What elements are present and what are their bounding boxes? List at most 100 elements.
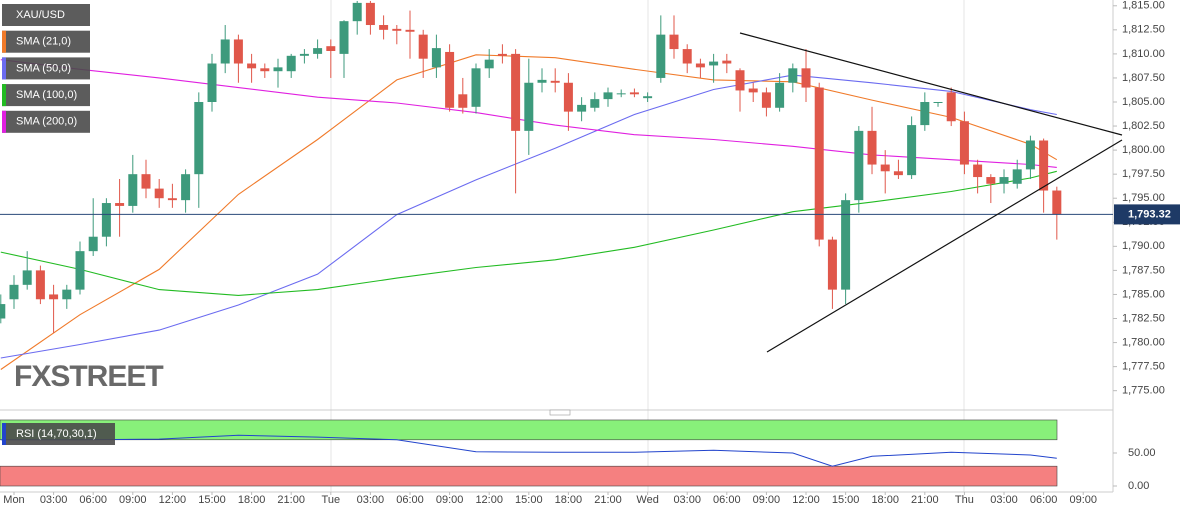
sma-line bbox=[0, 170, 1057, 296]
x-tick-label: 21:00 bbox=[594, 494, 622, 506]
legend-label: SMA (21,0) bbox=[16, 36, 71, 48]
candle-body bbox=[220, 39, 230, 64]
y-tick-label: 1,812.50 bbox=[1122, 24, 1165, 36]
candle-body bbox=[418, 34, 428, 59]
rsi-band bbox=[0, 465, 1058, 487]
candle-body bbox=[801, 68, 811, 88]
candle-body bbox=[761, 92, 771, 108]
candle-body bbox=[141, 174, 151, 189]
legend-box bbox=[2, 57, 90, 80]
panel-resize-handle[interactable] bbox=[549, 409, 571, 416]
legend-label: RSI (14,70,30,1) bbox=[16, 428, 97, 440]
x-tick-label: 21:00 bbox=[277, 494, 305, 506]
candle-body bbox=[524, 82, 534, 131]
legend-box bbox=[2, 30, 90, 53]
x-tick-label: 06:00 bbox=[713, 494, 741, 506]
y-tick-label: 1,780.00 bbox=[1122, 336, 1165, 348]
legend-label: SMA (100,0) bbox=[16, 89, 77, 101]
candle-body bbox=[75, 251, 85, 290]
candle-body bbox=[365, 2, 375, 26]
y-tick-label: 1,785.00 bbox=[1122, 288, 1165, 300]
x-tick-label: 18:00 bbox=[555, 494, 583, 506]
candle-body bbox=[1052, 190, 1062, 215]
last-price-box bbox=[1114, 204, 1180, 225]
rsi-line bbox=[0, 434, 1057, 467]
last-price-label: 1,793.32 bbox=[1128, 208, 1171, 220]
candle-body bbox=[616, 93, 626, 95]
x-tick-label: 15:00 bbox=[198, 494, 226, 506]
candle-body bbox=[880, 164, 890, 172]
y-tick-label: 1,775.00 bbox=[1122, 385, 1165, 397]
candle-body bbox=[788, 68, 798, 83]
x-tick-label: 03:00 bbox=[40, 494, 68, 506]
candle-body bbox=[445, 51, 455, 108]
x-tick-label: 12:00 bbox=[159, 494, 187, 506]
legend-swatch bbox=[2, 57, 6, 80]
candle-body bbox=[9, 284, 19, 300]
legend-box bbox=[2, 84, 90, 107]
watermark: FXSTREET bbox=[14, 360, 163, 393]
candle-body bbox=[695, 63, 705, 68]
candle-body bbox=[748, 88, 758, 93]
candle-body bbox=[1039, 140, 1049, 191]
candle-body bbox=[484, 59, 494, 69]
rsi-band bbox=[0, 419, 1058, 441]
x-tick-label: 06:00 bbox=[1030, 494, 1058, 506]
sma-line bbox=[0, 74, 1057, 359]
x-tick-label: 18:00 bbox=[871, 494, 899, 506]
y-tick-label: 1,810.00 bbox=[1122, 48, 1165, 60]
candle-body bbox=[814, 87, 824, 240]
candle-body bbox=[392, 28, 402, 31]
candle-body bbox=[563, 82, 573, 112]
x-tick-label: Tue bbox=[322, 494, 341, 506]
candle-body bbox=[431, 48, 441, 68]
x-tick-label: 09:00 bbox=[1069, 494, 1097, 506]
candle-body bbox=[867, 130, 877, 165]
candle-body bbox=[260, 68, 270, 72]
candle-body bbox=[62, 289, 72, 300]
x-tick-label: 03:00 bbox=[673, 494, 701, 506]
candle-body bbox=[49, 294, 59, 300]
legend-box bbox=[2, 110, 90, 133]
candle-body bbox=[841, 200, 851, 290]
candle-body bbox=[1012, 169, 1022, 184]
candle-body bbox=[920, 102, 930, 126]
candle-body bbox=[511, 53, 521, 131]
rsi-y-tick-label: 50.00 bbox=[1128, 447, 1156, 459]
candle-body bbox=[907, 125, 917, 176]
y-tick-label: 1,790.00 bbox=[1122, 240, 1165, 252]
candle-body bbox=[88, 236, 98, 252]
y-tick-label: 1,805.00 bbox=[1122, 96, 1165, 108]
y-tick-label: 1,797.50 bbox=[1122, 168, 1165, 180]
sma-line bbox=[0, 59, 1057, 168]
legend-swatch bbox=[2, 110, 6, 133]
x-tick-label: 12:00 bbox=[475, 494, 503, 506]
candle-body bbox=[379, 25, 389, 30]
candle-body bbox=[313, 48, 323, 54]
candle-body bbox=[854, 130, 864, 201]
y-tick-label: 1,800.00 bbox=[1122, 144, 1165, 156]
candle-body bbox=[247, 63, 257, 69]
candle-body bbox=[629, 92, 639, 95]
legend-swatch bbox=[2, 423, 6, 445]
legend-label: XAU/USD bbox=[16, 9, 65, 21]
candle-body bbox=[167, 198, 177, 201]
candle-body bbox=[775, 82, 785, 108]
candle-body bbox=[22, 270, 32, 285]
legend-label: SMA (50,0) bbox=[16, 62, 71, 74]
y-tick-label: 1,807.50 bbox=[1122, 72, 1165, 84]
candle-body bbox=[233, 39, 243, 64]
candle-body bbox=[207, 63, 217, 102]
y-tick-label: 1,777.50 bbox=[1122, 361, 1165, 373]
candle-body bbox=[128, 174, 138, 206]
candle-body bbox=[154, 188, 164, 199]
candle-body bbox=[946, 92, 956, 122]
candle-body bbox=[339, 21, 349, 54]
x-tick-label: 15:00 bbox=[515, 494, 543, 506]
legend-box bbox=[2, 423, 115, 445]
candle-body bbox=[497, 53, 507, 56]
candle-body bbox=[933, 102, 943, 103]
candle-body bbox=[986, 177, 996, 184]
candle-body bbox=[643, 96, 653, 99]
candle-body bbox=[35, 270, 45, 300]
